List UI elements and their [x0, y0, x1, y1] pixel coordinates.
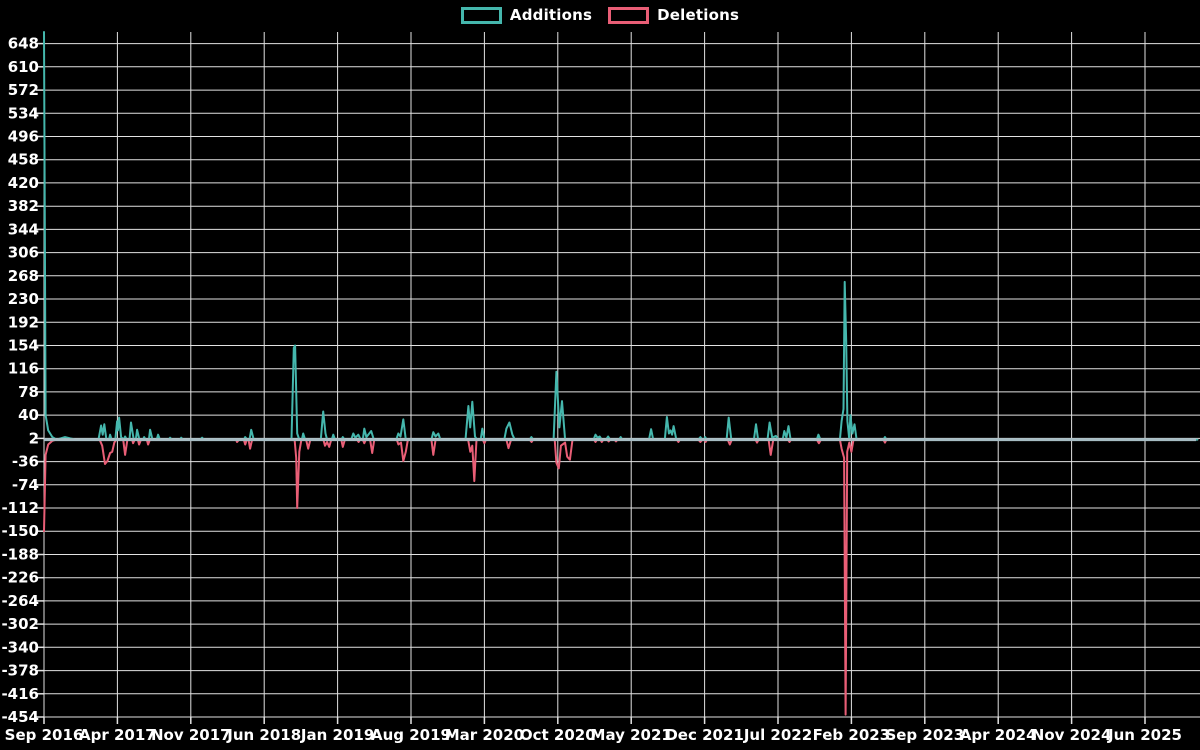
- x-tick-label: Jan 2019: [300, 726, 374, 744]
- y-tick-label: -188: [1, 546, 39, 564]
- legend-item-deletions[interactable]: Deletions: [608, 6, 739, 24]
- series-line-deletions: [43, 438, 1199, 716]
- series-line-additions: [43, 31, 1199, 441]
- y-tick-label: 458: [8, 151, 39, 169]
- y-tick-label: 40: [18, 406, 39, 424]
- gridlines: [43, 32, 1200, 718]
- y-tick-label: -150: [1, 522, 39, 540]
- y-tick-label: -36: [12, 453, 39, 471]
- deletions-swatch-icon: [608, 6, 650, 24]
- y-tick-label: -302: [1, 615, 39, 633]
- x-tick-label: Oct 2020: [520, 726, 596, 744]
- y-tick-label: 2: [29, 429, 39, 447]
- legend-item-additions[interactable]: Additions: [460, 6, 593, 24]
- y-tick-label: 610: [8, 58, 39, 76]
- y-tick-label: 154: [8, 337, 39, 355]
- y-tick-label: 382: [8, 197, 39, 215]
- x-tick-label: Aug 2019: [371, 726, 451, 744]
- y-tick-label: 344: [8, 220, 39, 238]
- x-tick-label: Jun 2025: [1107, 726, 1182, 744]
- x-tick-label: Jun 2018: [226, 726, 301, 744]
- y-tick-label: 78: [18, 383, 39, 401]
- x-tick-label: Sep 2023: [885, 726, 964, 744]
- y-tick-label: 230: [8, 290, 39, 308]
- series-lines: [43, 31, 1199, 716]
- y-tick-label: -416: [1, 685, 39, 703]
- x-tick-label: May 2021: [591, 726, 672, 744]
- x-tick-label: Dec 2021: [665, 726, 744, 744]
- y-tick-label: 572: [8, 81, 39, 99]
- x-tick-label: Mar 2020: [445, 726, 524, 744]
- y-tick-label: 116: [8, 360, 39, 378]
- additions-swatch-icon: [460, 6, 502, 24]
- y-tick-label: -378: [1, 662, 39, 680]
- y-tick-label: 496: [8, 128, 39, 146]
- y-tick-label: -112: [1, 499, 39, 517]
- y-tick-label: -74: [12, 476, 39, 494]
- y-tick-label: -340: [1, 638, 39, 656]
- y-tick-label: 192: [8, 313, 39, 331]
- x-tick-label: Apr 2017: [79, 726, 156, 744]
- y-tick-label: -264: [1, 592, 39, 610]
- x-tick-label: Nov 2024: [1032, 726, 1112, 744]
- x-tick-label: Nov 2017: [151, 726, 231, 744]
- x-tick-label: Feb 2023: [813, 726, 891, 744]
- legend-label-additions: Additions: [509, 6, 593, 24]
- legend: Additions Deletions: [0, 6, 1200, 24]
- legend-label-deletions: Deletions: [657, 6, 740, 24]
- y-tick-label: 534: [8, 104, 39, 122]
- y-tick-label: 268: [8, 267, 39, 285]
- x-tick-label: Jul 2022: [743, 726, 812, 744]
- y-tick-label: 306: [8, 244, 39, 262]
- x-tick-label: Sep 2016: [5, 726, 84, 744]
- x-tick-label: Apr 2024: [960, 726, 1037, 744]
- y-tick-label: -454: [1, 708, 39, 726]
- y-tick-label: -226: [1, 569, 39, 587]
- y-tick-label: 648: [8, 35, 39, 53]
- y-tick-label: 420: [8, 174, 39, 192]
- axis-ticks: [36, 42, 1146, 724]
